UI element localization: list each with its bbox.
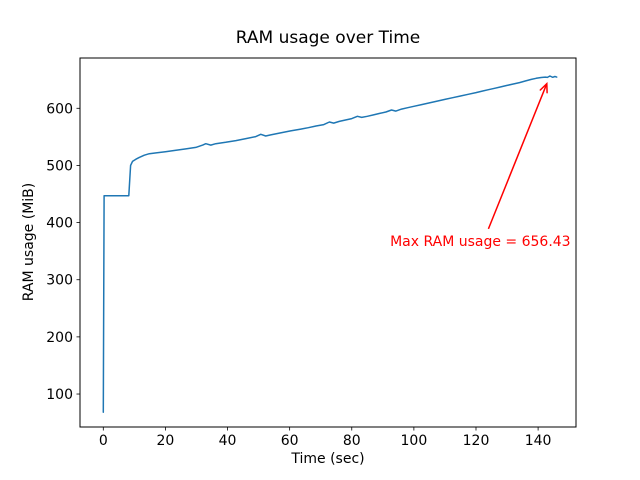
annotation-arrow-head	[539, 81, 548, 94]
y-tick-label: 500	[46, 158, 73, 174]
x-tick-label: 60	[281, 433, 299, 449]
x-tick-label: 80	[343, 433, 361, 449]
x-tick-label: 100	[401, 433, 428, 449]
ram-usage-line	[102, 75, 558, 414]
x-tick-label: 40	[219, 433, 237, 449]
x-axis-label: Time (sec)	[291, 451, 365, 467]
x-tick-label: 20	[156, 433, 174, 449]
y-tick-label: 400	[46, 216, 73, 232]
y-tick-label: 100	[46, 387, 73, 403]
y-tick-label: 300	[46, 273, 73, 289]
y-tick-label: 200	[46, 330, 73, 346]
x-tick-label: 120	[463, 433, 490, 449]
max-ram-annotation-text: Max RAM usage = 656.43	[390, 234, 571, 250]
plot-area-border	[79, 57, 577, 428]
y-tick-label: 600	[46, 101, 73, 117]
chart-title: RAM usage over Time	[235, 28, 421, 48]
annotation-arrow-shaft	[487, 83, 548, 230]
x-tick-label: 0	[99, 433, 108, 449]
y-axis-label: RAM usage (MiB)	[21, 182, 37, 302]
x-tick-label: 140	[525, 433, 552, 449]
